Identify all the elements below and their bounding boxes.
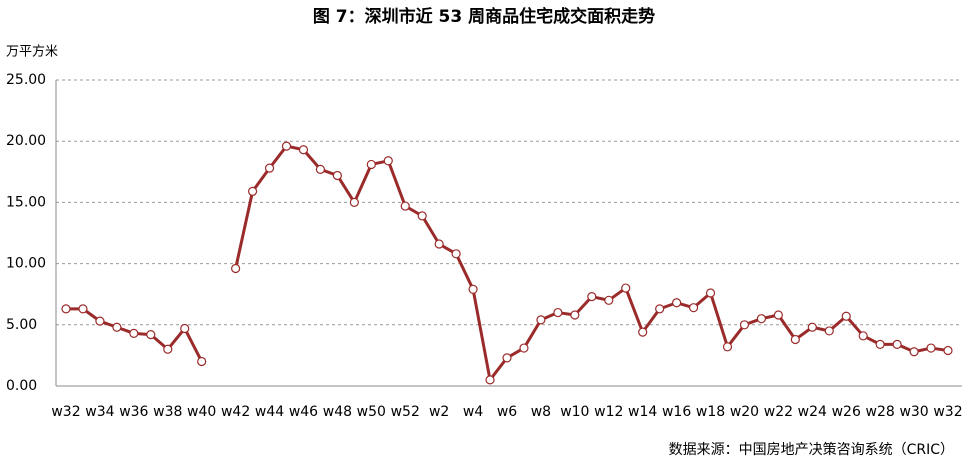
data-point [807,322,817,332]
data-point [943,345,953,356]
data-point [468,284,478,294]
data-point [332,170,342,181]
data-point [705,288,716,298]
x-tick-label: w30 [899,404,928,420]
chart-title: 图 7：深圳市近 53 周商品住宅成交面积走势 [313,6,655,27]
x-tick-label: w4 [463,404,483,420]
y-tick-label: 15.00 [6,194,46,210]
y-tick-label: 10.00 [6,256,46,272]
data-point [841,311,851,321]
data-point [824,326,834,336]
data-point [349,197,359,207]
data-point [146,329,156,340]
data-point [858,331,868,341]
data-point [739,320,750,330]
x-tick-label: w26 [832,404,861,420]
y-tick-label: 0.00 [6,378,37,394]
x-tick-label: w28 [866,404,895,420]
data-point [756,314,767,324]
data-point [621,283,631,293]
data-point [688,303,699,313]
x-tick-label: w16 [662,404,691,420]
x-tick-label: w46 [289,404,318,420]
x-tick-label: w10 [560,404,589,420]
x-tick-label: w42 [221,404,250,420]
x-tick-label: w32 [933,404,962,420]
data-point [264,163,275,173]
x-tick-label: w44 [255,404,284,420]
data-point [61,304,71,314]
data-point [95,316,105,326]
data-point [315,164,326,174]
x-tick-label: w22 [764,404,793,420]
data-point [553,307,563,318]
data-point [298,145,309,155]
data-point [163,344,173,354]
data-point [892,339,902,349]
x-tick-label: w32 [51,404,80,420]
x-tick-label: w14 [628,404,657,420]
x-tick-label: w8 [531,404,551,420]
x-tick-label: w2 [429,404,449,420]
data-point [519,343,529,353]
data-point [587,292,597,302]
data-point [129,328,139,338]
y-tick-label: 20.00 [6,133,46,149]
x-tick-label: w6 [497,404,517,420]
data-point [672,298,682,308]
data-point [722,342,733,352]
data-point [180,323,190,334]
data-point [502,353,512,363]
data-point [366,159,376,170]
data-point [451,249,461,259]
data-point [112,322,122,332]
x-tick-label: w20 [730,404,759,420]
data-point [78,304,88,314]
data-point [417,211,427,221]
x-tick-label: w48 [323,404,352,420]
x-tick-label: w36 [119,404,148,420]
data-point [281,141,292,151]
y-tick-label: 5.00 [6,317,37,333]
data-point [909,347,919,357]
x-tick-label: w18 [696,404,725,420]
y-axis-label: 万平方米 [6,44,58,60]
data-point [638,327,648,337]
data-point [247,186,258,196]
data-point [875,339,885,349]
source-note: 数据来源：中国房地产决策咨询系统（CRIC） [669,441,954,458]
data-point [790,334,800,345]
x-tick-label: w40 [187,404,216,420]
data-point [604,295,614,305]
data-point [197,356,207,367]
data-line [66,144,949,382]
data-point [773,310,783,320]
data-point [536,315,546,325]
x-tick-label: w50 [357,404,386,420]
x-tick-label: w38 [153,404,182,420]
data-point [655,304,665,314]
x-tick-label: w34 [85,404,114,420]
x-tick-label: w12 [594,404,623,420]
data-point [434,239,444,249]
data-point [570,310,580,320]
data-point [400,201,410,211]
y-tick-label: 25.00 [6,72,46,88]
data-point [383,156,393,166]
data-point [926,343,936,353]
data-point [485,375,495,385]
x-tick-label: w52 [391,404,420,420]
x-tick-label: w24 [798,404,827,420]
data-point [231,263,241,274]
